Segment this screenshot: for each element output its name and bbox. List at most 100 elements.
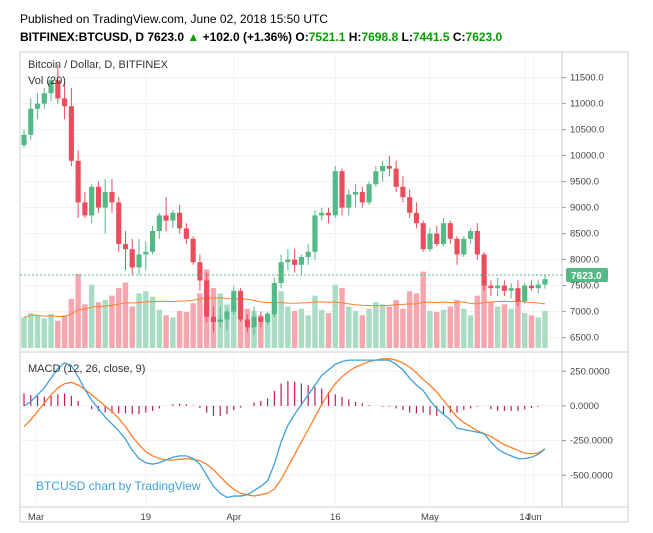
candle-body — [244, 319, 250, 328]
volume-bar — [88, 284, 95, 348]
volume-bar — [346, 306, 352, 348]
low-label: L: — [401, 30, 413, 44]
gridlines — [20, 52, 562, 507]
volume-bar — [406, 291, 413, 348]
volume-bar — [28, 313, 34, 348]
price-tick-label: 7500.0 — [570, 281, 599, 292]
price-tick-label: 10500.0 — [570, 125, 604, 136]
candle-body — [474, 231, 480, 255]
volume-bar — [312, 295, 318, 348]
candle-body — [413, 212, 420, 224]
candle-body — [163, 215, 169, 221]
candle-body — [190, 238, 196, 263]
volume-bar — [515, 300, 521, 348]
candle-body — [21, 134, 27, 146]
volume-ma-line — [23, 297, 546, 318]
candle-body — [461, 238, 467, 255]
volume-bar — [542, 310, 548, 348]
candle-body — [312, 215, 318, 252]
candle-body — [34, 103, 41, 109]
volume-bar — [393, 300, 399, 348]
volume-bar — [197, 293, 203, 348]
volume-bar — [190, 303, 196, 348]
volume-bar — [528, 315, 535, 348]
candle-body — [339, 171, 345, 208]
candle-body — [352, 192, 359, 195]
candle-body — [508, 288, 514, 291]
macd-line — [23, 359, 546, 499]
candle-body — [468, 231, 474, 239]
volume-bar — [129, 306, 135, 348]
price-tick-label: 6500.0 — [570, 333, 599, 344]
volume-bar — [75, 273, 81, 348]
candle-body — [542, 279, 548, 285]
candle-body — [75, 160, 81, 203]
candle-body — [143, 251, 149, 255]
volume-bar — [34, 315, 41, 348]
price-tick-label: 8000.0 — [570, 255, 599, 266]
candle-body — [251, 316, 257, 328]
candle-body — [434, 233, 440, 244]
macd-tick-label: -250.0000 — [570, 436, 613, 447]
candle-body — [183, 228, 189, 239]
volume-bar — [427, 310, 433, 348]
candle-body — [48, 80, 54, 94]
volume-bar — [440, 309, 447, 348]
candle-body — [488, 285, 494, 289]
candle-body — [495, 285, 501, 289]
volume-bar — [176, 310, 183, 348]
time-tick-label: 14 — [519, 512, 530, 523]
volume-bar — [61, 315, 68, 348]
candle-body — [122, 244, 129, 250]
volume-bar — [508, 308, 514, 348]
volume-bar — [237, 297, 244, 348]
candle-body — [231, 290, 237, 312]
price-change: +102.0 (+1.36%) — [202, 30, 293, 44]
candle-body — [400, 186, 406, 198]
volume-bar — [332, 284, 338, 348]
volume-bar — [366, 308, 372, 348]
candle-body — [197, 262, 203, 281]
up-arrow-icon: ▲ — [187, 30, 200, 44]
ohlc-header: BITFINEX:BTCUSD, D 7623.0 ▲ +102.0 (+1.3… — [20, 30, 502, 44]
published-line: Published on TradingView.com, June 02, 2… — [20, 12, 328, 26]
candle-body — [210, 316, 217, 322]
candle-body — [359, 192, 365, 203]
price-tick-label: 11000.0 — [570, 99, 604, 110]
last-price-tag — [566, 268, 608, 282]
volume-bar — [285, 306, 291, 348]
candle-body — [380, 166, 386, 172]
candle-body — [237, 290, 244, 320]
candle-body — [522, 285, 528, 302]
candle-body — [217, 319, 223, 322]
candle-body — [41, 93, 47, 104]
candle-body — [515, 288, 521, 302]
candle-body — [129, 249, 135, 268]
candle-body — [55, 80, 61, 99]
volume-bar — [488, 302, 494, 348]
candle-body — [535, 284, 541, 289]
volume-bar — [535, 317, 541, 348]
volume-bar — [48, 314, 54, 348]
volume-bar — [400, 308, 406, 348]
volume-bar — [467, 315, 474, 348]
candle-body — [102, 192, 108, 208]
macd-axis-ticks: 250.0000 0.0000 -250.0000 -500.0000 — [562, 366, 613, 481]
macd-tick-label: 250.0000 — [570, 366, 610, 377]
time-tick-label: Mar — [28, 512, 44, 523]
candle-body — [170, 212, 176, 221]
volume-bar — [339, 288, 345, 348]
volume-label: Vol (20) — [28, 75, 66, 87]
price-tick-label: 11500.0 — [570, 73, 604, 84]
candle-body — [420, 223, 426, 250]
volume-bar — [434, 312, 440, 348]
volume-bar — [122, 282, 129, 348]
candle-body — [386, 166, 392, 169]
candle-body — [427, 233, 433, 250]
volume-bar — [82, 304, 88, 348]
volume-bar — [271, 300, 278, 348]
candle-body — [149, 231, 156, 252]
volume-bars — [21, 269, 548, 348]
